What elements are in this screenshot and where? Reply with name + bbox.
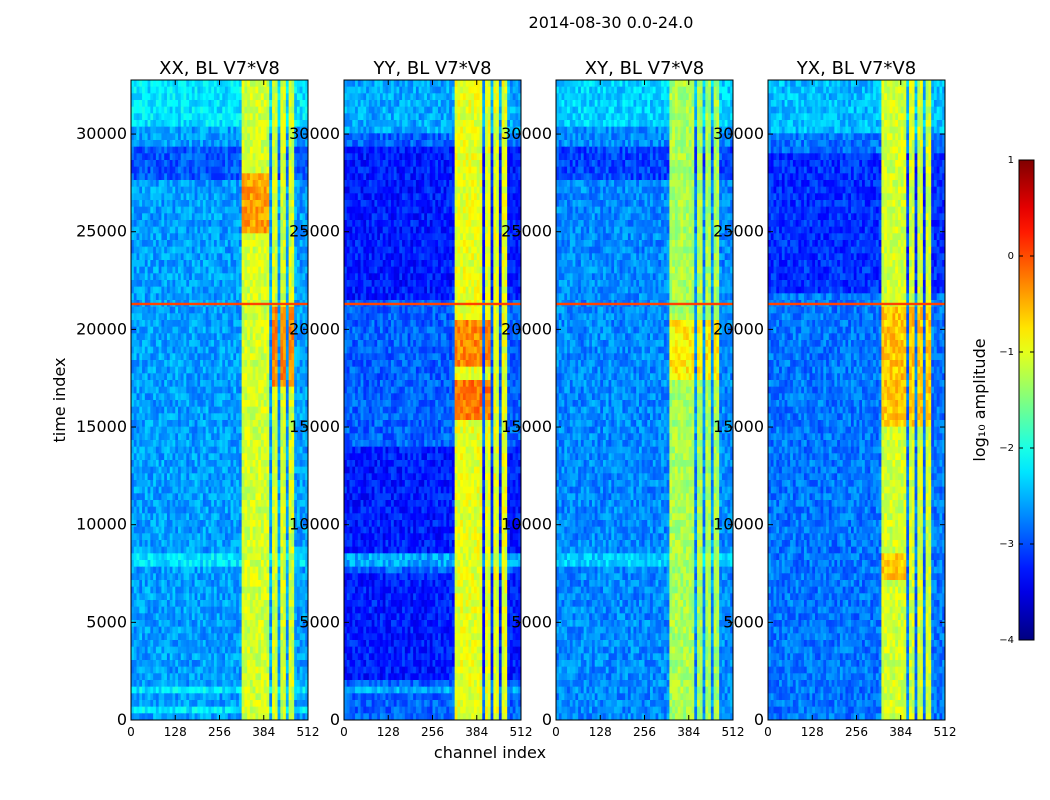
x-tick-label: 0 (552, 725, 560, 739)
colorbar-gradient (1018, 159, 1035, 641)
y-tick-label: 15000 (289, 417, 340, 436)
panel-2: YY, BL V7*V8 0 128 256 384 512 0 5000 10000 15000… (289, 58, 532, 739)
x-axis-label: channel index (434, 743, 546, 762)
x-tick-label: 384 (252, 725, 275, 739)
y-tick-label: 20000 (76, 319, 127, 338)
x-tick-label: 128 (377, 725, 400, 739)
y-tick-label: 0 (542, 710, 552, 729)
x-tick-label: 0 (127, 725, 135, 739)
y-tick-label: 5000 (511, 612, 552, 631)
y-tick-label: 5000 (86, 612, 127, 631)
panel-title: YY, BL V7*V8 (372, 58, 491, 79)
y-tick-label: 10000 (289, 515, 340, 534)
panel-title: XY, BL V7*V8 (585, 58, 704, 79)
x-tick-label: 256 (208, 725, 231, 739)
x-tick-label: 256 (845, 725, 868, 739)
x-tick-label: 256 (633, 725, 656, 739)
rfi-row-line (131, 302, 308, 306)
y-tick-label: 15000 (713, 417, 764, 436)
x-tick-label: 384 (889, 725, 912, 739)
colorbar-tick-label: −1 (999, 347, 1014, 358)
x-tick-label: 0 (764, 725, 772, 739)
heatmap-cells (344, 80, 521, 720)
panel-title: YX, BL V7*V8 (796, 58, 916, 79)
figure-suptitle: 2014-08-30 0.0-24.0 (529, 13, 694, 32)
colorbar-label: log₁₀ amplitude (970, 338, 989, 461)
panel-1: XX, BL V7*V8 0 128 256 384 512 0 5000 10000 15000… (76, 58, 319, 739)
panels-group: XX, BL V7*V8 0 128 256 384 512 0 5000 10000 15000… (76, 58, 956, 739)
x-tick-label: 512 (510, 725, 533, 739)
y-tick-label: 10000 (713, 515, 764, 534)
colorbar-tick-label: 1 (1008, 155, 1014, 166)
y-tick-label: 30000 (76, 124, 127, 143)
heatmap-cells (556, 80, 733, 720)
heatmap-cells (131, 80, 308, 720)
x-tick-label: 128 (801, 725, 824, 739)
x-tick-label: 128 (164, 725, 187, 739)
x-tick-label: 128 (589, 725, 612, 739)
y-tick-label: 15000 (76, 417, 127, 436)
y-tick-label: 25000 (289, 222, 340, 241)
x-tick-label: 384 (677, 725, 700, 739)
y-tick-label: 25000 (76, 222, 127, 241)
y-tick-label: 30000 (501, 124, 552, 143)
rfi-row-line (556, 302, 733, 306)
y-tick-label: 25000 (713, 222, 764, 241)
colorbar-tick-label: −4 (999, 635, 1014, 646)
x-tick-label: 512 (934, 725, 957, 739)
rfi-row-line (768, 302, 945, 306)
x-tick-label: 512 (722, 725, 745, 739)
y-tick-label: 20000 (501, 319, 552, 338)
x-tick-label: 256 (421, 725, 444, 739)
y-tick-label: 10000 (76, 515, 127, 534)
y-tick-label: 20000 (289, 319, 340, 338)
colorbar-tick-label: −2 (999, 443, 1014, 454)
y-tick-label: 0 (330, 710, 340, 729)
y-tick-label: 25000 (501, 222, 552, 241)
y-tick-label: 0 (754, 710, 764, 729)
y-tick-label: 15000 (501, 417, 552, 436)
y-tick-label: 5000 (723, 612, 764, 631)
x-tick-label: 512 (297, 725, 320, 739)
y-tick-label: 30000 (713, 124, 764, 143)
y-tick-label: 0 (117, 710, 127, 729)
y-tick-label: 30000 (289, 124, 340, 143)
colorbar: 1 0 −1 −2 −3 −4 log₁₀ amplitude (970, 155, 1035, 646)
heatmap-cells (768, 80, 945, 720)
panel-title: XX, BL V7*V8 (159, 58, 280, 79)
colorbar-tick-label: −3 (999, 539, 1014, 550)
y-tick-label: 10000 (501, 515, 552, 534)
rfi-row-line (344, 302, 521, 306)
y-axis-label: time index (50, 357, 69, 442)
x-tick-label: 0 (340, 725, 348, 739)
colorbar-tick-label: 0 (1008, 251, 1014, 262)
y-tick-label: 5000 (299, 612, 340, 631)
y-tick-label: 20000 (713, 319, 764, 338)
panel-4: YX, BL V7*V8 0 128 256 384 512 0 5000 10000 15000… (713, 58, 956, 739)
x-tick-label: 384 (465, 725, 488, 739)
panel-3: XY, BL V7*V8 0 128 256 384 512 0 5000 10000 15000… (501, 58, 744, 739)
